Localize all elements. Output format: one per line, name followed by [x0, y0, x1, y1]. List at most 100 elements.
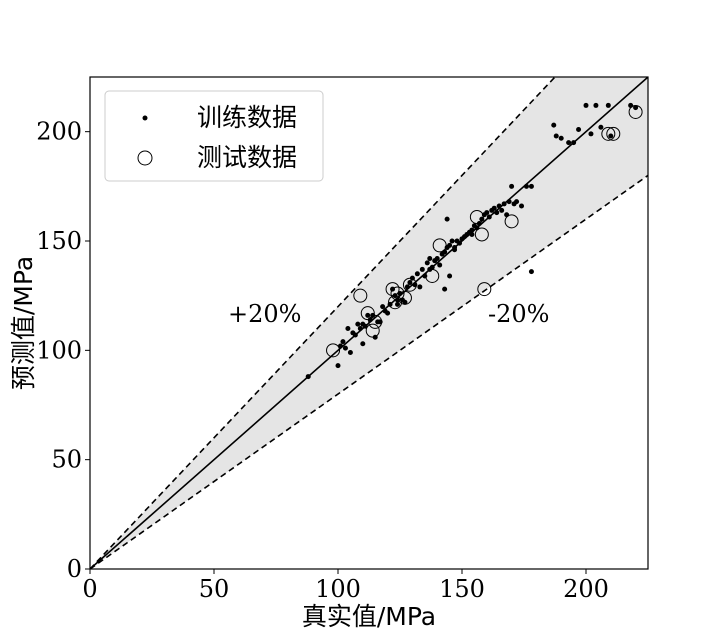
test-point	[474, 227, 489, 242]
training-point	[437, 262, 443, 268]
test-point	[601, 126, 616, 141]
training-point	[395, 301, 401, 307]
training-point	[345, 325, 351, 331]
y-axis-title: 预测值/MPa	[9, 256, 38, 390]
training-point	[499, 207, 505, 213]
training-point	[427, 255, 433, 261]
training-point	[457, 240, 463, 246]
training-point	[588, 131, 594, 137]
x-tick-label: 0	[82, 575, 97, 603]
training-point	[571, 140, 577, 146]
x-tick-label: 100	[315, 575, 361, 603]
x-tick-label: 50	[199, 575, 230, 603]
training-point	[352, 332, 358, 338]
training-point	[566, 140, 572, 146]
training-point	[385, 310, 391, 316]
training-point	[447, 242, 453, 248]
test-point	[353, 288, 368, 303]
training-point	[608, 133, 614, 139]
training-point	[449, 238, 455, 244]
training-point	[558, 135, 564, 141]
training-point	[494, 210, 500, 216]
test-point	[402, 277, 417, 292]
training-point	[509, 183, 515, 189]
training-point	[633, 105, 639, 111]
test-point	[425, 268, 440, 283]
upper-bound-line	[90, 77, 556, 569]
training-point	[414, 271, 420, 277]
training-point	[380, 304, 386, 310]
test-point	[606, 126, 621, 141]
training-point	[357, 325, 363, 331]
y-tick-label: 200	[36, 118, 82, 146]
training-point	[407, 280, 413, 286]
y-tick-label: 150	[36, 227, 82, 255]
training-point	[424, 260, 430, 266]
training-point	[514, 199, 520, 205]
training-point	[342, 345, 348, 351]
legend-label-train: 训练数据	[197, 103, 297, 132]
training-point	[576, 126, 582, 132]
training-point	[484, 210, 490, 216]
training-point	[506, 199, 512, 205]
training-point	[355, 321, 361, 327]
test-point	[432, 238, 447, 253]
test-point	[385, 282, 400, 297]
x-tick-label: 200	[563, 575, 609, 603]
test-point	[360, 306, 375, 321]
training-point	[444, 216, 450, 222]
test-point	[504, 214, 519, 229]
test-point	[628, 104, 643, 119]
axis-ticks: 0 50 100 150 200 0 50 100 150 200	[36, 118, 609, 603]
test-point	[388, 295, 403, 310]
legend-marker-train	[142, 115, 148, 121]
y-tick-label: 100	[36, 336, 82, 364]
training-point	[360, 341, 366, 347]
test-point	[365, 323, 380, 338]
training-point	[469, 227, 475, 233]
training-point	[434, 255, 440, 261]
upper-band-label: +20%	[228, 300, 301, 328]
training-point	[429, 264, 435, 270]
training-point	[598, 124, 604, 130]
x-axis-title: 真实值/MPa	[302, 602, 436, 631]
x-tick-label: 150	[439, 575, 485, 603]
training-point	[419, 266, 425, 272]
test-point	[477, 282, 492, 297]
test-point	[368, 314, 383, 329]
training-point	[365, 312, 371, 318]
test-point	[469, 209, 484, 224]
training-point	[305, 374, 311, 380]
training-point	[523, 183, 529, 189]
legend-box	[104, 90, 324, 182]
test-point	[397, 290, 412, 305]
training-point	[447, 273, 453, 279]
plot-area	[90, 77, 648, 569]
training-point	[528, 269, 534, 275]
training-point	[452, 245, 458, 251]
training-point	[417, 284, 423, 290]
training-point	[553, 133, 559, 139]
y-tick-label: 0	[67, 555, 82, 583]
training-point	[605, 102, 611, 108]
training-point	[486, 214, 492, 220]
training-point	[528, 183, 534, 189]
training-point	[583, 102, 589, 108]
training-point	[347, 350, 353, 356]
training-point	[442, 286, 448, 292]
training-point	[404, 284, 410, 290]
legend-label-test: 测试数据	[197, 143, 297, 172]
legend-marker-test	[137, 150, 153, 166]
training-point	[469, 231, 475, 237]
training-point	[593, 102, 599, 108]
training-point	[335, 363, 341, 369]
training-point	[501, 201, 507, 207]
plot-frame	[89, 76, 649, 570]
lower-bound-line	[90, 174, 648, 569]
training-point	[496, 203, 502, 209]
test-point	[390, 286, 405, 301]
y-tick-label: 50	[51, 446, 82, 474]
test-point	[326, 343, 341, 358]
training-point	[491, 205, 497, 211]
